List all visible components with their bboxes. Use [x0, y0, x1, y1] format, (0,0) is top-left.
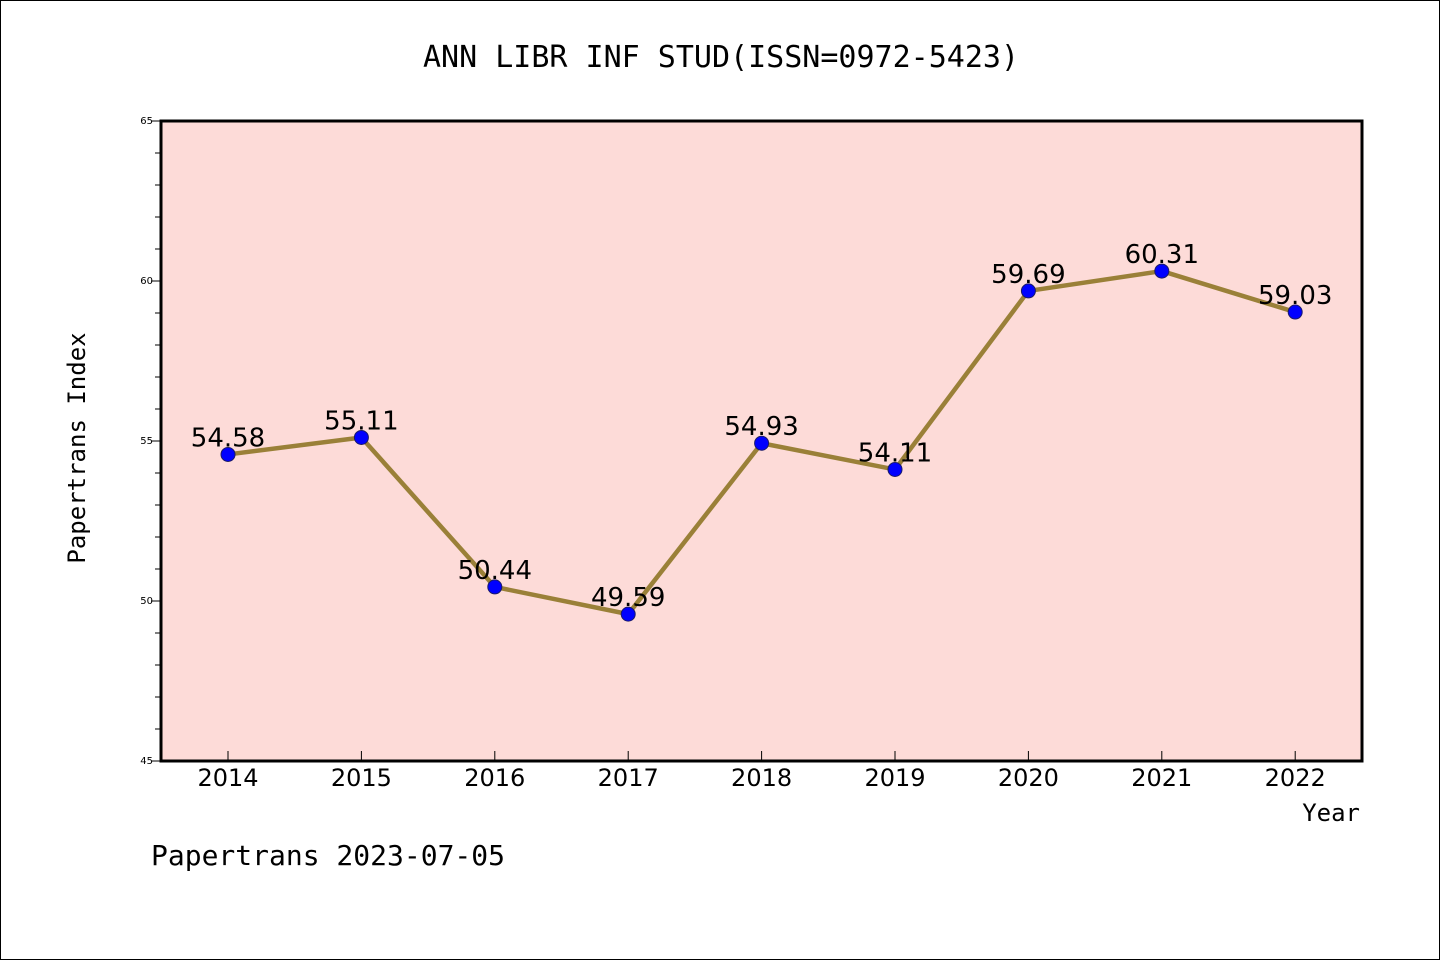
y-axis: 45 50 55 60 65: [140, 116, 161, 767]
data-label: 60.31: [1125, 240, 1199, 270]
y-tick-label: 45: [140, 756, 153, 767]
data-point: [754, 435, 770, 451]
x-tick-label: 2014: [197, 764, 258, 792]
data-point: [353, 429, 369, 445]
data-label: 59.03: [1258, 281, 1332, 311]
data-point: [487, 579, 503, 595]
data-label: 59.69: [991, 260, 1065, 290]
y-tick-label: 55: [140, 436, 153, 447]
x-axis-label: Year: [1302, 799, 1360, 827]
data-point: [1287, 304, 1303, 320]
x-tick-label: 2020: [998, 764, 1059, 792]
data-point: [220, 446, 236, 462]
x-tick-label: 2015: [331, 764, 392, 792]
data-label: 54.58: [191, 423, 265, 453]
x-tick-label: 2017: [598, 764, 659, 792]
x-tick-label: 2022: [1265, 764, 1326, 792]
y-tick-label: 65: [140, 116, 153, 127]
data-label: 54.93: [724, 412, 798, 442]
series-markers: [220, 263, 1303, 622]
data-point: [1020, 283, 1036, 299]
data-label: 50.44: [458, 556, 532, 586]
x-tick-label: 2021: [1131, 764, 1192, 792]
data-label: 55.11: [324, 406, 398, 436]
y-tick-label: 50: [140, 596, 153, 607]
chart-title: ANN LIBR INF STUD(ISSN=0972-5423): [423, 40, 1019, 75]
data-point: [1154, 263, 1170, 279]
x-axis: 2014 2015 2016 2017 2018 2019 2020 2021 2022: [197, 751, 1326, 792]
footer-text: Papertrans 2023-07-05: [151, 839, 505, 872]
y-tick-label: 60: [140, 276, 153, 287]
data-point: [887, 461, 903, 477]
x-tick-label: 2016: [464, 764, 525, 792]
x-tick-label: 2018: [731, 764, 792, 792]
x-tick-label: 2019: [864, 764, 925, 792]
data-point: [620, 606, 636, 622]
data-labels: 54.58 55.11 50.44 49.59 54.93 54.11 59.69 60.31…: [191, 240, 1333, 613]
y-axis-label: Papertrans Index: [63, 332, 91, 563]
data-label: 49.59: [591, 583, 665, 613]
data-label: 54.11: [858, 438, 932, 468]
